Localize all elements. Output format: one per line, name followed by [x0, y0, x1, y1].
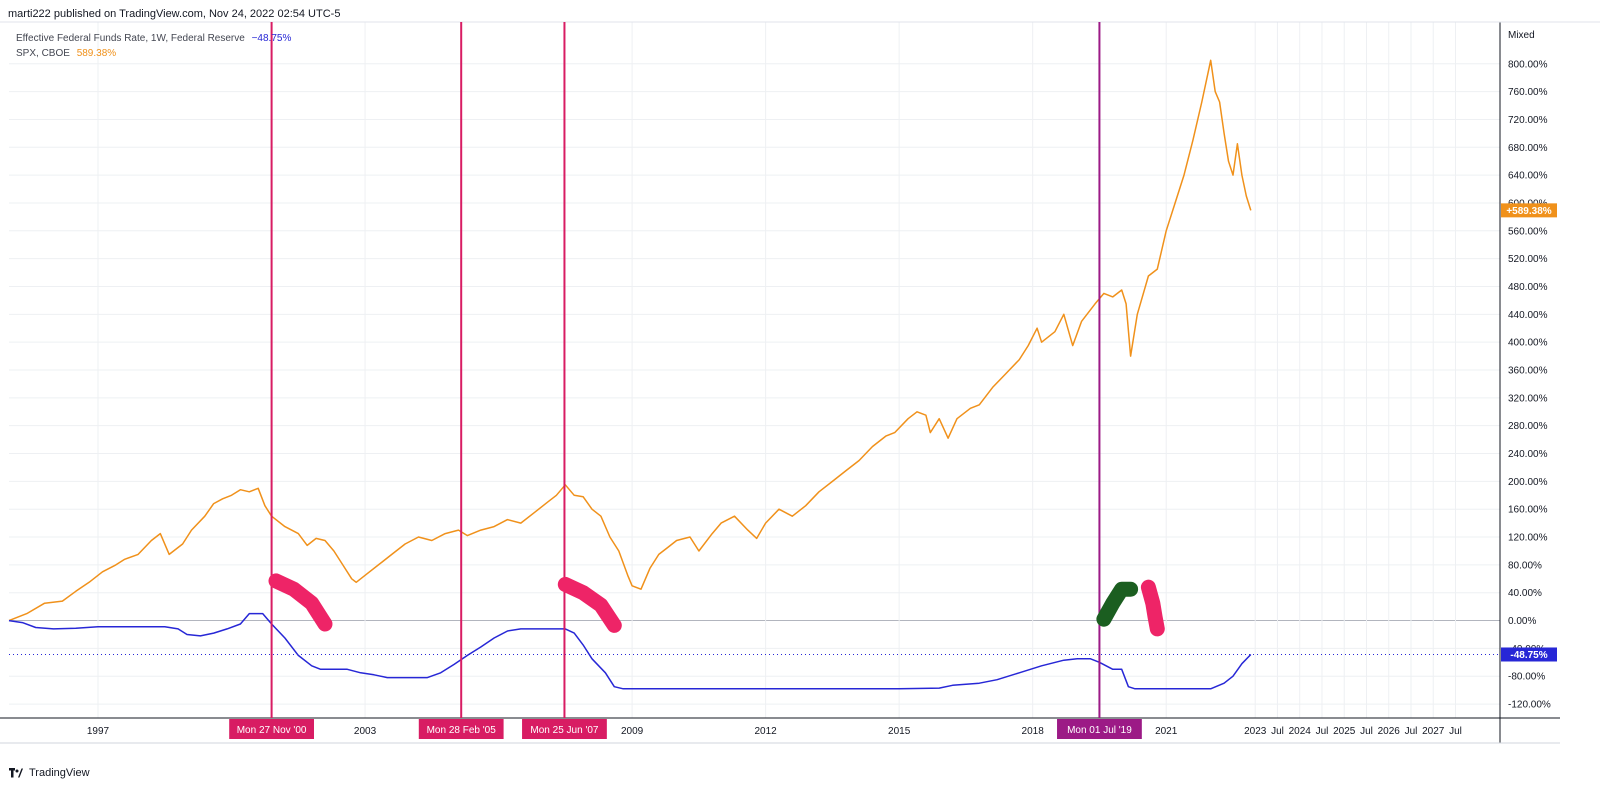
date-tag — [229, 719, 314, 739]
brush-annotation — [1096, 581, 1139, 627]
tradingview-brand: TradingView — [29, 767, 90, 779]
vertical-markers: Mon 27 Nov '00 Mon 28 Feb '05 Mon 25 Jun '… — [229, 22, 1142, 739]
y-tick-label: 560.00% — [1508, 226, 1548, 237]
legend-row-fed[interactable]: Effective Federal Funds Rate, 1W, Federa… — [16, 31, 291, 46]
legend-row-spx[interactable]: SPX, CBOE 589.38% — [16, 46, 291, 61]
x-tick-label: 2003 — [354, 726, 377, 737]
spx-last-value-text: +589.38% — [1506, 206, 1551, 217]
date-tag-label: Mon 27 Nov '00 — [237, 725, 307, 736]
chart-grid — [9, 22, 1500, 718]
y-tick-label: 40.00% — [1508, 588, 1542, 599]
y-tick-label: 400.00% — [1508, 338, 1548, 349]
y-tick-label: 360.00% — [1508, 366, 1548, 377]
y-tick-label: 800.00% — [1508, 59, 1548, 70]
x-tick-label: Jul — [1449, 726, 1462, 737]
x-tick-label: 2015 — [888, 726, 911, 737]
spx-last-value-badge — [1501, 203, 1557, 218]
y-tick-label: 520.00% — [1508, 254, 1548, 265]
x-tick-label: 2018 — [1022, 726, 1045, 737]
x-tick-label: 2021 — [1155, 726, 1178, 737]
tradingview-logo[interactable]: TradingView — [9, 767, 90, 779]
spx-series-line — [8, 59, 1252, 622]
y-tick-label: 0.00% — [1508, 616, 1536, 627]
date-tag-label: Mon 25 Jun '07 — [530, 725, 599, 736]
fed-last-value-text: -48.75% — [1510, 650, 1547, 661]
y-tick-label: 440.00% — [1508, 310, 1548, 321]
chart-legend: Effective Federal Funds Rate, 1W, Federa… — [16, 31, 291, 61]
legend-spx-value: 589.38% — [76, 48, 117, 59]
brush-annotation — [557, 576, 622, 633]
publish-info: marti222 published on TradingView.com, N… — [8, 8, 341, 20]
y-tick-label: -120.00% — [1508, 700, 1551, 711]
x-tick-label: Jul — [1271, 726, 1284, 737]
x-tick-label: 2027 — [1422, 726, 1445, 737]
y-tick-label: 760.00% — [1508, 87, 1548, 98]
x-tick-label: 1997 — [87, 726, 110, 737]
y-tick-label: 320.00% — [1508, 393, 1548, 404]
x-tick-label: 2023 — [1244, 726, 1267, 737]
y-tick-label: 640.00% — [1508, 171, 1548, 182]
y-tick-label: 120.00% — [1508, 533, 1548, 544]
fed-funds-series-line — [8, 612, 1252, 690]
y-tick-label: 480.00% — [1508, 282, 1548, 293]
scale-mode-label: Mixed — [1508, 30, 1535, 41]
y-tick-label: 720.00% — [1508, 115, 1548, 126]
last-value-badges: +589.38% -48.75% — [1501, 203, 1557, 662]
price-scale: 800.00%760.00%720.00%680.00%640.00%600.0… — [1508, 30, 1551, 711]
x-tick-label: 2024 — [1289, 726, 1312, 737]
x-tick-label: 2025 — [1333, 726, 1356, 737]
fed-last-value-badge — [1501, 647, 1557, 662]
x-tick-label: 2009 — [621, 726, 644, 737]
y-tick-label: 160.00% — [1508, 505, 1548, 516]
brush-annotation — [268, 573, 333, 632]
x-tick-label: 2012 — [755, 726, 778, 737]
axis-lines — [0, 21, 1600, 744]
legend-spx-name: SPX, CBOE — [16, 48, 70, 59]
legend-fed-name: Effective Federal Funds Rate, 1W, Federa… — [16, 33, 245, 44]
date-tag-label: Mon 01 Jul '19 — [1067, 725, 1132, 736]
date-tag-label: Mon 28 Feb '05 — [427, 725, 497, 736]
legend-fed-value: −48.75% — [251, 33, 292, 44]
time-scale: 1997 2003 2009 2012 2015 2018 2021 2023 Jul 2024 J… — [87, 726, 1462, 737]
x-tick-label: 2026 — [1378, 726, 1401, 737]
tradingview-logo-icon — [9, 768, 23, 778]
series-layer — [8, 59, 1500, 690]
date-tag — [1057, 719, 1142, 739]
x-tick-label: Jul — [1316, 726, 1329, 737]
y-tick-label: 200.00% — [1508, 477, 1548, 488]
y-tick-label: -80.00% — [1508, 672, 1545, 683]
y-tick-label: 280.00% — [1508, 421, 1548, 432]
x-tick-label: Jul — [1360, 726, 1373, 737]
y-tick-label: 240.00% — [1508, 449, 1548, 460]
brush-annotation — [1140, 579, 1165, 637]
x-tick-label: Jul — [1405, 726, 1418, 737]
y-tick-label: 680.00% — [1508, 143, 1548, 154]
y-tick-label: 80.00% — [1508, 560, 1542, 571]
annotation-drawings — [268, 573, 1165, 637]
date-tag — [418, 719, 504, 739]
date-tag — [522, 719, 607, 739]
